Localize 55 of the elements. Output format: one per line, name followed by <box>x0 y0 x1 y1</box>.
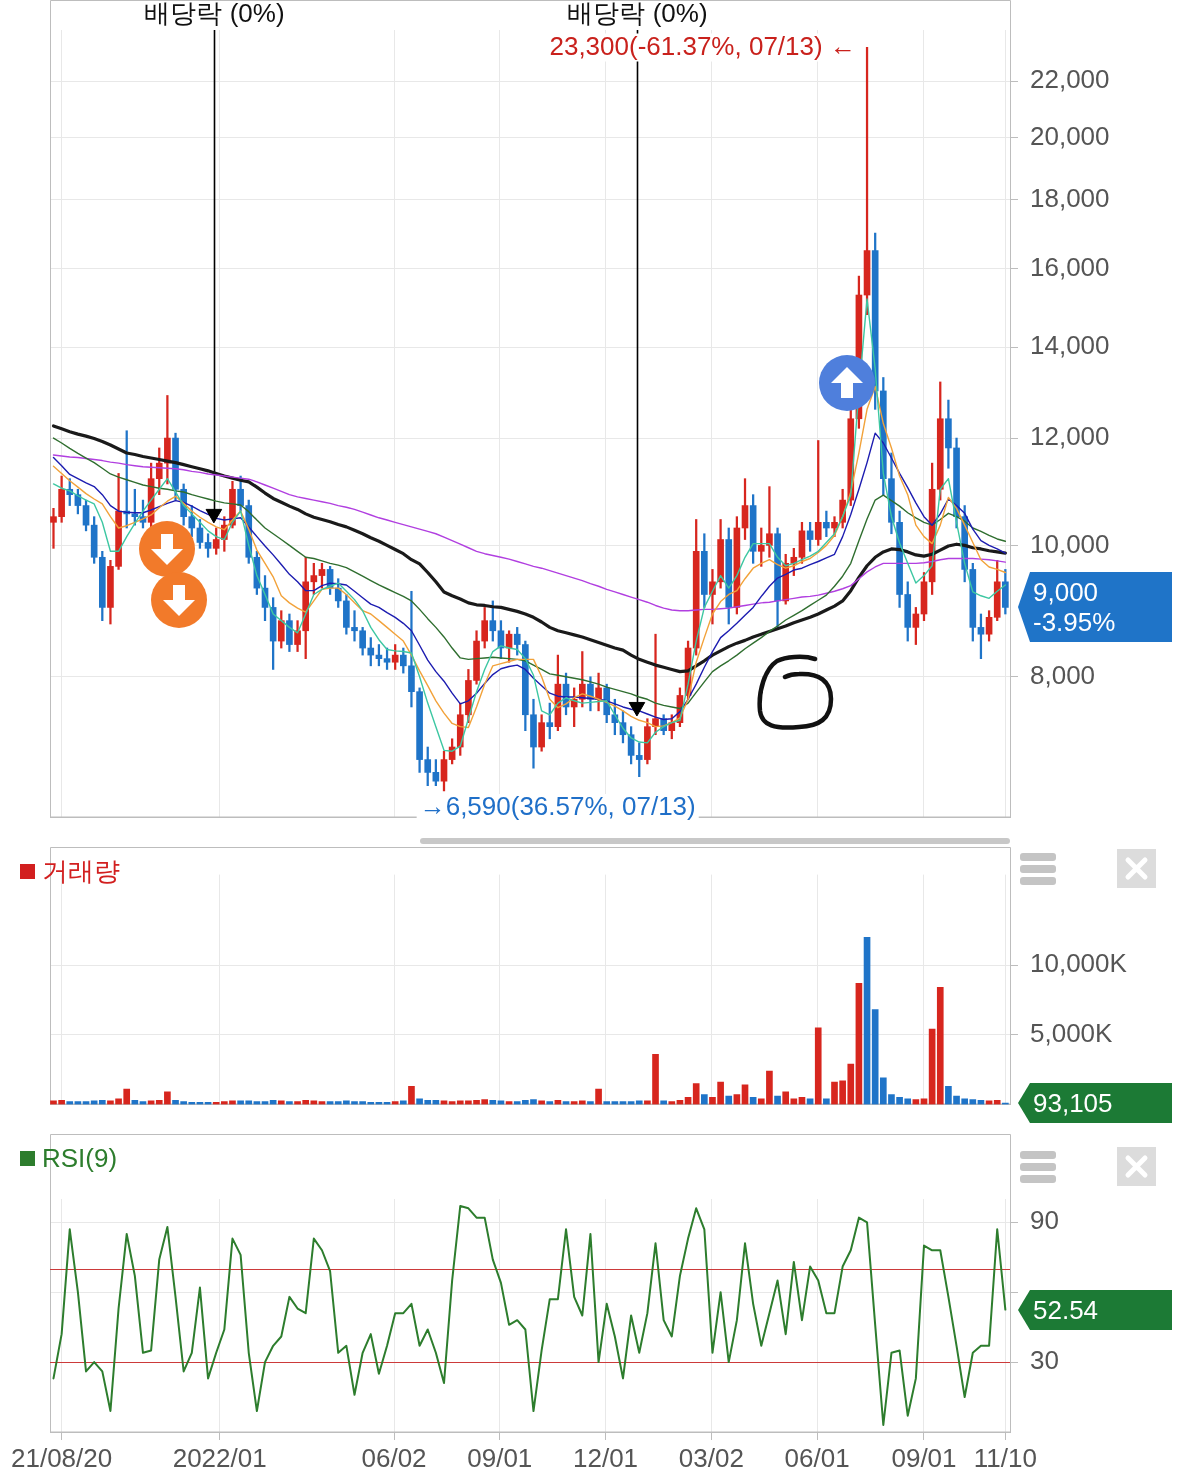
x-tick-label: 2022/01 <box>172 1442 267 1473</box>
x-tick-label: 03/02 <box>678 1442 744 1473</box>
legend-label: 거래량 <box>42 856 120 887</box>
y-tick-label: 90 <box>1030 1205 1059 1236</box>
bar <box>733 1094 741 1105</box>
y-tick-label: 12,000 <box>1030 421 1110 452</box>
bar <box>98 1099 106 1105</box>
bar <box>701 1094 708 1105</box>
bar <box>993 1099 1001 1105</box>
text: 9,000 <box>1033 577 1100 607</box>
x-tick-label: 12/01 <box>573 1442 639 1473</box>
y-tick-label: 8,000 <box>1030 659 1096 690</box>
bar <box>391 1101 399 1105</box>
legend-label: RSI(9) <box>42 1143 118 1174</box>
bar <box>725 1095 733 1105</box>
y-tick-label: 22,000 <box>1030 64 1110 95</box>
bar <box>489 1099 497 1105</box>
y-tick-label: 5,000K <box>1030 1017 1114 1048</box>
bar <box>806 1098 814 1105</box>
bar <box>546 1101 554 1105</box>
ref-line-label: 배당락 (0%) <box>144 0 285 29</box>
bar <box>814 1027 822 1105</box>
y-tick-label: 10,000 <box>1030 528 1110 559</box>
annotation: 23,300(-61.37%, 07/13) ← <box>549 30 856 61</box>
bar <box>920 1098 928 1105</box>
bar <box>863 936 871 1105</box>
annotation: →6,590(36.57%, 07/13) <box>419 791 696 822</box>
text: -3.95% <box>1033 607 1117 637</box>
bar <box>936 987 944 1105</box>
ref-line-label: 배당락 (0%) <box>567 0 708 29</box>
bar <box>692 1083 700 1105</box>
bar <box>774 1095 781 1105</box>
x-tick-label: 21/08/20 <box>11 1442 113 1473</box>
text: 52.54 <box>1033 1295 1100 1325</box>
bar <box>587 1101 594 1105</box>
bar <box>595 1088 602 1105</box>
y-tick-label: 10,000K <box>1030 948 1128 979</box>
y-tick-label: 30 <box>1030 1345 1059 1376</box>
y-tick-label: 20,000 <box>1030 120 1110 151</box>
text: 93,105 <box>1033 1088 1114 1118</box>
x-tick-label: 09/01 <box>467 1442 533 1473</box>
bar <box>668 1101 676 1105</box>
bar <box>855 982 863 1105</box>
y-tick-label: 18,000 <box>1030 182 1110 213</box>
x-tick-label: 11/10 <box>973 1442 1037 1473</box>
x-tick-label: 06/01 <box>784 1442 850 1473</box>
y-tick-label: 16,000 <box>1030 251 1110 282</box>
x-tick-label: 06/02 <box>361 1442 427 1473</box>
bar <box>408 1085 415 1105</box>
y-tick-label: 14,000 <box>1030 330 1110 361</box>
bar <box>286 1101 293 1105</box>
bar <box>66 1101 74 1105</box>
bar <box>603 1101 611 1105</box>
bar <box>823 1098 830 1105</box>
x-tick-label: 09/01 <box>891 1442 957 1473</box>
